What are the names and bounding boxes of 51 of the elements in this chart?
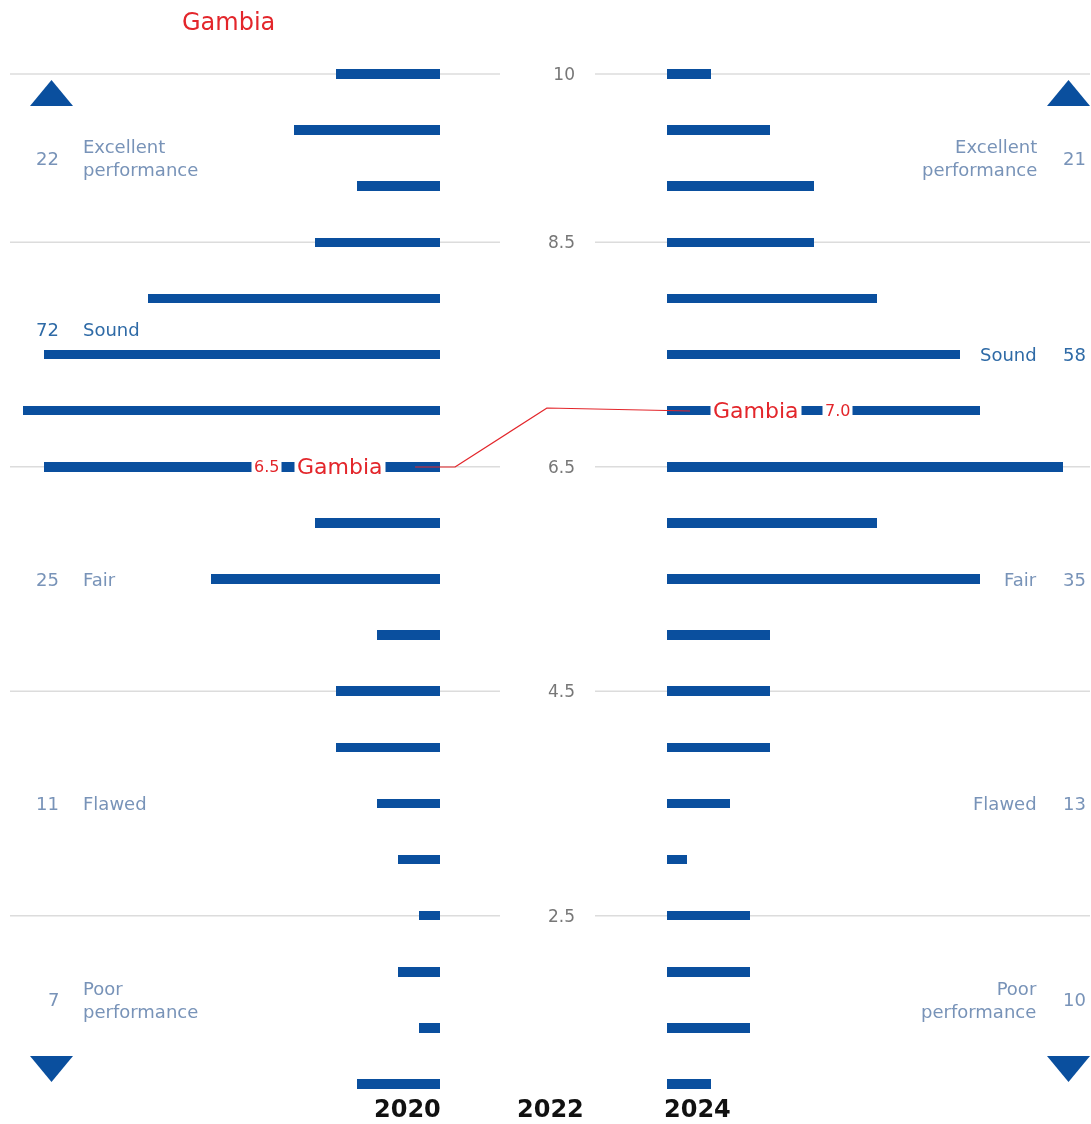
bar <box>667 966 751 977</box>
annotation: Gambia <box>297 454 383 479</box>
annotation: 72 <box>36 319 59 340</box>
annotation: Poor performance <box>921 978 1037 1023</box>
annotation: Excellent performance <box>83 136 199 181</box>
y-tick-label: 8.5 <box>547 232 575 253</box>
text: 2022 <box>517 1095 584 1123</box>
y-tick-label: 6.5 <box>547 456 575 477</box>
bar <box>667 854 687 865</box>
annotation: Flawed <box>973 793 1037 814</box>
text: 58 <box>1063 344 1086 365</box>
annotation: 7 <box>48 989 60 1010</box>
annotation: 7.0 <box>825 401 851 420</box>
y-tick-label: 10 <box>553 64 575 84</box>
bar <box>667 125 770 135</box>
series-label: 2024 <box>664 1095 731 1123</box>
bar <box>667 293 877 304</box>
bar <box>667 1079 711 1089</box>
annotation: Gambia <box>713 398 799 423</box>
annotation: 25 <box>36 569 59 590</box>
text: 13 <box>1063 793 1086 814</box>
bar <box>667 237 814 248</box>
annotation: Poor performance <box>83 978 199 1023</box>
annotation: Fair <box>83 569 116 590</box>
annotation: Sound <box>980 344 1037 365</box>
annotation: 6.5 <box>254 457 280 476</box>
annotation: Flawed <box>83 793 147 814</box>
bar <box>667 630 770 640</box>
bar <box>667 349 961 360</box>
text: 21 <box>1063 148 1086 169</box>
annotation: Sound <box>83 319 140 340</box>
bar <box>667 181 814 192</box>
bar <box>667 742 770 753</box>
annotation: 11 <box>36 793 59 814</box>
text: 35 <box>1063 569 1086 590</box>
annotation: Excellent performance <box>922 136 1038 181</box>
bar <box>667 686 770 696</box>
bar <box>667 910 751 921</box>
y-tick-label: 4.5 <box>547 681 575 702</box>
bar <box>667 69 711 79</box>
chart-subtitle: Gambia <box>182 8 276 36</box>
bar <box>667 798 731 809</box>
y-tick-label: 2.5 <box>547 905 575 926</box>
bar <box>667 462 1063 472</box>
bar <box>667 518 877 528</box>
series-label: 2020 <box>374 1095 441 1123</box>
bar <box>667 1023 751 1033</box>
annotation: Fair <box>1004 569 1037 590</box>
annotation: 22 <box>36 148 59 169</box>
bar <box>667 574 980 584</box>
text: 10 <box>1063 989 1086 1010</box>
